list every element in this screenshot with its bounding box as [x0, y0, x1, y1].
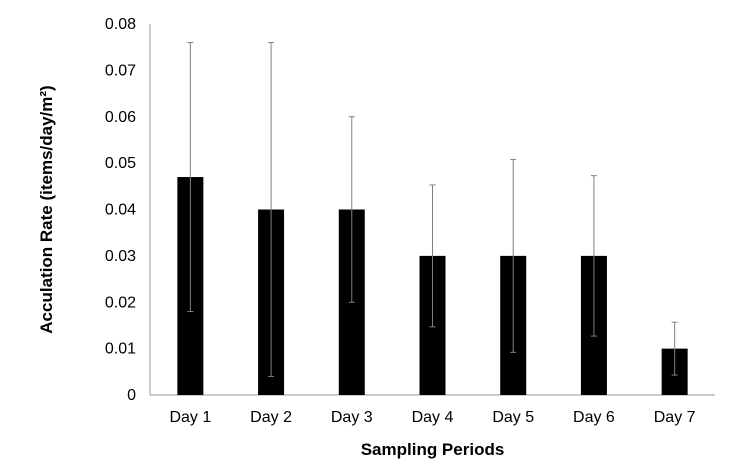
x-tick-label: Day 5: [492, 409, 534, 426]
error-bar: [510, 158, 517, 353]
y-tick-label: 0.07: [105, 62, 136, 79]
x-tick-label: Day 1: [169, 409, 211, 426]
error-bar: [268, 42, 275, 377]
y-tick-label: 0.01: [105, 341, 136, 358]
x-tick-label: Day 3: [331, 409, 373, 426]
y-tick-label: 0: [127, 387, 136, 404]
y-tick-label: 0.04: [105, 202, 136, 219]
y-axis-ticks: 0 0.01 0.02 0.03 0.04 0.05 0.06 0.07 0.08: [105, 16, 136, 404]
x-tick-label: Day 4: [412, 409, 454, 426]
y-tick-label: 0.08: [105, 16, 136, 33]
x-tick-label: Day 6: [573, 409, 615, 426]
y-tick-label: 0.02: [105, 294, 136, 311]
error-bars: [187, 42, 678, 377]
x-tick-label: Day 7: [654, 409, 696, 426]
error-bar: [671, 321, 678, 376]
x-axis-ticks: Day 1 Day 2 Day 3 Day 4 Day 5 Day 6 Day 7: [169, 409, 695, 426]
x-axis-title: Sampling Periods: [361, 440, 505, 459]
y-tick-label: 0.05: [105, 155, 136, 172]
error-bar: [429, 184, 436, 328]
x-tick-label: Day 2: [250, 409, 292, 426]
error-bar: [187, 42, 194, 313]
error-bar: [348, 116, 355, 303]
y-axis-title: Acculation Rate (items/day/m²): [37, 85, 56, 333]
error-bar: [590, 175, 597, 337]
y-tick-label: 0.06: [105, 109, 136, 126]
y-tick-label: 0.03: [105, 248, 136, 265]
